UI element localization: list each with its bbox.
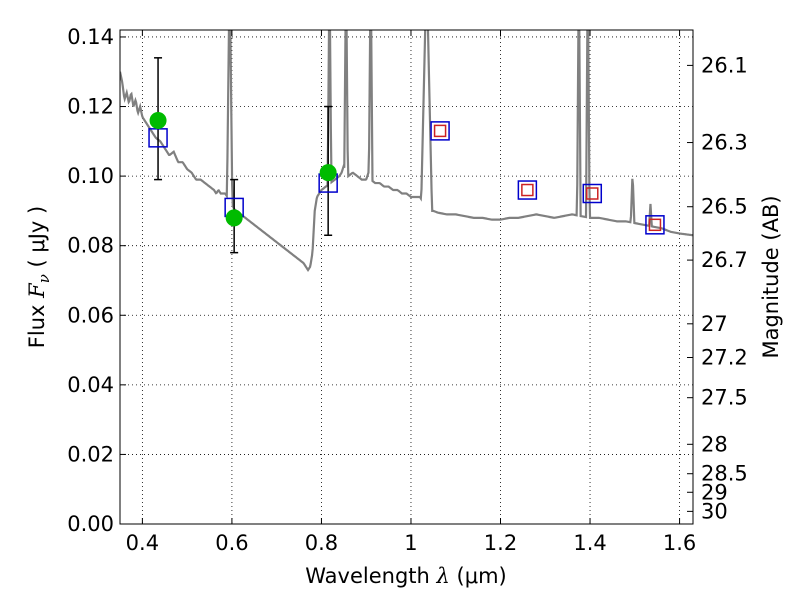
model-point-red (521, 183, 534, 197)
y-tick-label: 0.04 (67, 373, 114, 397)
y2-tick-label: 26.1 (701, 53, 748, 77)
y2-tick-label: 27.2 (701, 345, 748, 369)
model-point-blue (582, 183, 603, 204)
y-tick-label: 0.06 (67, 303, 114, 327)
axis-ticks: 0.4 0.6 0.8 1 1.2 1.4 1.6 0.00 0.02 0.04 0.06 0.08 0… (67, 25, 748, 555)
y2-tick-label: 26.7 (701, 248, 748, 272)
spectrum-line (120, 30, 693, 273)
y-tick-label: 0.14 (67, 25, 114, 49)
x-tick-label: 0.8 (305, 531, 338, 555)
grid-lines (120, 30, 693, 525)
model-point-blue (645, 215, 665, 235)
y-tick-label: 0.00 (67, 512, 114, 536)
photometry-layer (148, 57, 665, 254)
model-point-blue (430, 121, 450, 141)
observed-point (225, 209, 243, 227)
model-point-red (586, 187, 599, 200)
y2-tick-label: 26.5 (701, 195, 748, 219)
y-tick-label: 0.08 (67, 234, 114, 258)
observed-point (319, 164, 337, 182)
y2-axis-label: Magnitude (AB) (759, 195, 783, 358)
y2-tick-label: 26.3 (701, 131, 748, 155)
y2-tick-label: 27.5 (701, 386, 748, 410)
spectrum-layer (120, 30, 693, 273)
y2-tick-label: 30 (701, 499, 728, 523)
x-tick-label: 0.6 (215, 531, 248, 555)
model-point-blue (517, 180, 538, 200)
x-tick-label: 1.2 (484, 531, 517, 555)
model-point-red (648, 218, 662, 232)
observed-point (149, 111, 167, 129)
x-axis-label: Wavelength λ (μm) (305, 564, 506, 588)
y2-tick-label: 29 (701, 480, 728, 504)
y-tick-label: 0.10 (67, 164, 114, 188)
x-tick-label: 0.4 (126, 531, 159, 555)
y-tick-label: 0.12 (67, 95, 114, 119)
y2-tick-label: 28 (701, 432, 728, 456)
y2-tick-label: 28.5 (701, 462, 748, 486)
y-axis-label: Flux Fν ( μJy ) (25, 206, 53, 348)
x-tick-label: 1 (404, 531, 417, 555)
x-tick-label: 1.6 (663, 531, 696, 555)
plot-frame (119, 29, 694, 525)
y2-tick-label: 27 (701, 312, 728, 336)
model-point-red (433, 124, 447, 138)
x-tick-label: 1.4 (573, 531, 606, 555)
y-tick-label: 0.02 (67, 442, 114, 466)
